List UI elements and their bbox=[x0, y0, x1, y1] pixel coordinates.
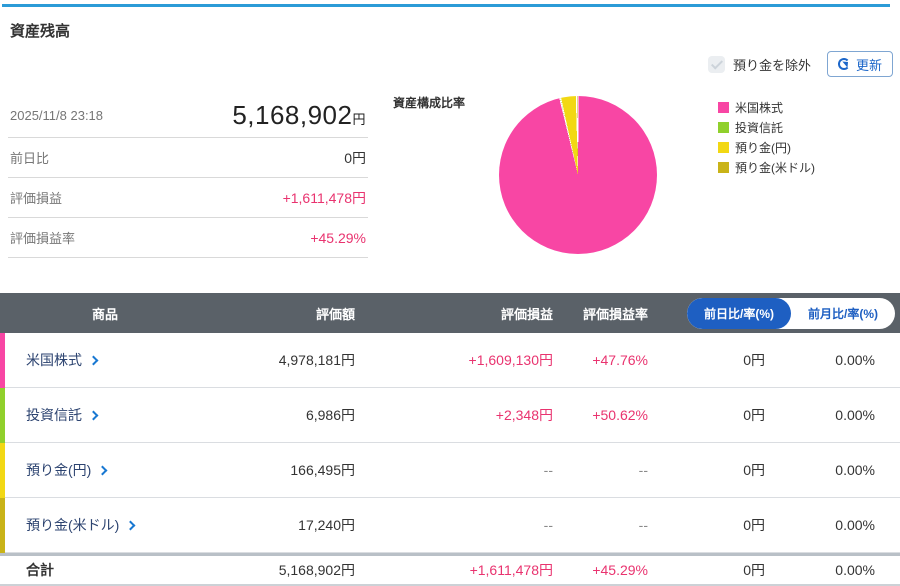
total-label: 合計 bbox=[26, 562, 54, 578]
row-stripe bbox=[0, 333, 5, 388]
legend-swatch-us-stock bbox=[718, 102, 729, 113]
checkbox-icon[interactable] bbox=[707, 55, 725, 73]
legend-item: 投資信託 bbox=[718, 119, 815, 136]
period-toggle-pill: 前日比/率(%) 前月比/率(%) bbox=[687, 297, 895, 329]
exclude-deposit-checkbox[interactable]: 預り金を除外 bbox=[707, 55, 811, 74]
summary-row-total: 2025/11/8 23:18 5,168,902円 bbox=[8, 94, 368, 138]
product-link-fund[interactable]: 投資信託 bbox=[0, 405, 180, 425]
day-change-value: 0円 bbox=[344, 149, 366, 166]
summary-panel: 2025/11/8 23:18 5,168,902円 前日比 0円 評価損益 +… bbox=[8, 94, 368, 258]
header-pl-rate: 評価損益率 bbox=[582, 306, 648, 322]
header-product: 商品 bbox=[91, 306, 118, 322]
refresh-button[interactable]: 更新 bbox=[826, 51, 893, 77]
summary-row-pl: 評価損益 +1,611,478円 bbox=[8, 178, 368, 218]
toggle-day-change[interactable]: 前日比/率(%) bbox=[687, 297, 791, 329]
top-accent-line bbox=[2, 4, 890, 7]
product-link-deposit-usd[interactable]: 預り金(米ドル) bbox=[0, 515, 180, 535]
toggle-month-change[interactable]: 前月比/率(%) bbox=[808, 306, 878, 321]
total-asset-value: 5,168,902円 bbox=[232, 100, 366, 130]
legend-swatch-fund bbox=[718, 122, 729, 133]
table-row-us-stock: 米国株式 4,978,181円 +1,609,130円 +47.76% 0円 0… bbox=[0, 333, 900, 388]
row-stripe bbox=[0, 498, 5, 553]
period-toggle: 前日比/率(%) 前月比/率(%) bbox=[658, 297, 900, 329]
timestamp: 2025/11/8 23:18 bbox=[10, 108, 104, 123]
chart-legend: 米国株式 投資信託 預り金(円) 預り金(米ドル) bbox=[718, 99, 815, 176]
summary-row-pl-rate: 評価損益率 +45.29% bbox=[8, 218, 368, 258]
summary-row-day-change: 前日比 0円 bbox=[8, 138, 368, 178]
table-row-deposit-jpy: 預り金(円) 166,495円 -- -- 0円 0.00% bbox=[0, 443, 900, 498]
chevron-right-icon bbox=[97, 465, 108, 476]
refresh-icon bbox=[837, 58, 850, 70]
row-stripe bbox=[0, 443, 5, 498]
product-link-us-stock[interactable]: 米国株式 bbox=[0, 350, 180, 370]
table-header: 商品 評価額 評価損益 評価損益率 前日比/率(%) 前月比/率(%) bbox=[0, 293, 900, 333]
chevron-right-icon bbox=[125, 520, 136, 531]
table-row-deposit-usd: 預り金(米ドル) 17,240円 -- -- 0円 0.00% bbox=[0, 498, 900, 553]
legend-swatch-deposit-jpy bbox=[718, 142, 729, 153]
pl-rate-value: +45.29% bbox=[310, 229, 366, 246]
header-value: 評価額 bbox=[315, 306, 355, 322]
header-controls: 預り金を除外 更新 bbox=[707, 51, 893, 77]
table-row-fund: 投資信託 6,986円 +2,348円 +50.62% 0円 0.00% bbox=[0, 388, 900, 443]
header-pl: 評価損益 bbox=[500, 306, 553, 322]
table-total-row: 合計 5,168,902円 +1,611,478円 +45.29% 0円 0.0… bbox=[0, 553, 900, 586]
chevron-right-icon bbox=[88, 355, 99, 366]
holdings-table: 商品 評価額 評価損益 評価損益率 前日比/率(%) 前月比/率(%) 米国株式… bbox=[0, 293, 900, 586]
pie-chart bbox=[499, 96, 657, 254]
legend-swatch-deposit-usd bbox=[718, 162, 729, 173]
page-title: 資産残高 bbox=[10, 23, 71, 40]
legend-item: 預り金(米ドル) bbox=[718, 159, 815, 176]
checkbox-label: 預り金を除外 bbox=[732, 57, 811, 73]
product-link-deposit-jpy[interactable]: 預り金(円) bbox=[0, 460, 180, 480]
row-stripe bbox=[0, 388, 5, 443]
legend-item: 預り金(円) bbox=[718, 139, 815, 156]
refresh-button-label: 更新 bbox=[855, 57, 882, 73]
pl-value: +1,611,478円 bbox=[282, 189, 366, 206]
chevron-right-icon bbox=[88, 410, 99, 421]
chart-title: 資産構成比率 bbox=[393, 96, 466, 110]
legend-item: 米国株式 bbox=[718, 99, 815, 116]
